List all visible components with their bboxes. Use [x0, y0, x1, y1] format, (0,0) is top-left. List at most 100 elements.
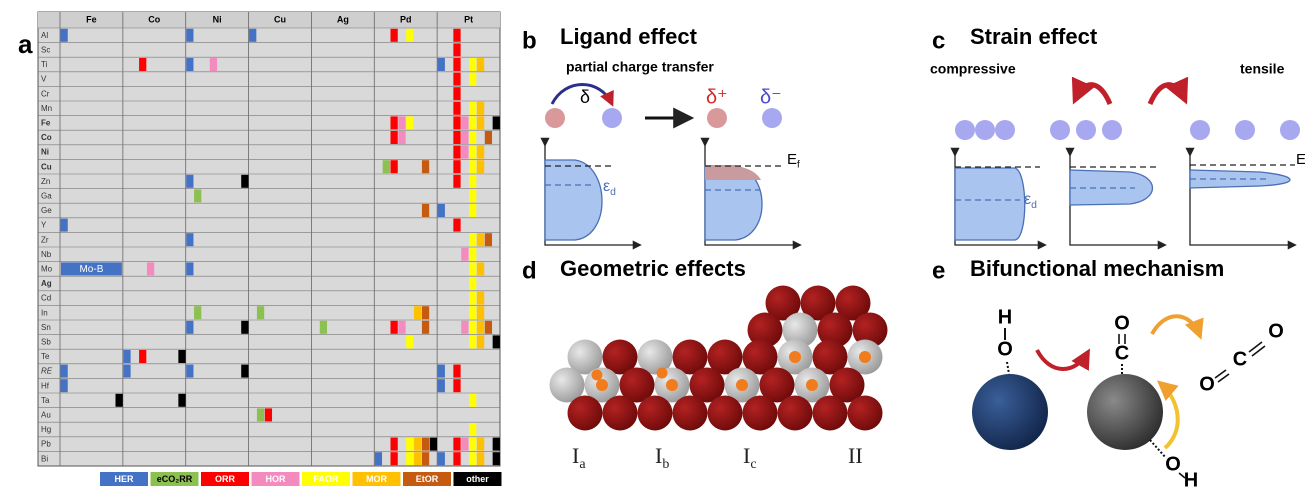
cell-mark — [469, 189, 477, 203]
epsilon-label-subscript: d — [1031, 200, 1037, 211]
cell-mark — [414, 306, 422, 320]
cell-mark — [469, 247, 477, 261]
column-header: Fe — [86, 14, 97, 24]
row-header: RE — [41, 367, 53, 376]
row-header: Nb — [41, 250, 52, 259]
cell-mark — [453, 174, 461, 188]
cell-mark — [414, 437, 422, 451]
cell-mark — [476, 262, 485, 276]
cell-mark — [406, 437, 414, 451]
metal-atom — [835, 285, 871, 321]
metal-atom — [847, 395, 883, 431]
row-header: Sb — [41, 338, 51, 347]
row-header: Sc — [41, 46, 50, 55]
cell-mark — [476, 306, 485, 320]
cell-mark — [256, 306, 265, 320]
cell-mark — [469, 174, 477, 188]
cell-mark — [429, 437, 438, 451]
row-header: Zr — [41, 235, 49, 244]
adsorbate — [789, 351, 801, 363]
cell-mark — [146, 262, 155, 276]
cell-mark — [476, 160, 485, 174]
cell-mark — [476, 233, 485, 247]
adsorbate — [656, 367, 668, 379]
panel-label: e — [932, 257, 945, 284]
cell-mark — [382, 160, 390, 174]
cell-mark — [421, 452, 430, 466]
atom — [545, 108, 565, 128]
column-header: Pd — [400, 14, 412, 24]
cell-mark — [469, 452, 477, 466]
legend-swatch — [251, 472, 300, 486]
cell-mark — [476, 437, 485, 451]
reaction-arrow — [1150, 314, 1204, 340]
bond — [1248, 341, 1263, 353]
site-label: Ib — [655, 443, 669, 472]
cell-mark — [469, 131, 477, 144]
metal-atom — [817, 312, 853, 348]
cell-mark — [476, 320, 485, 334]
fermi-label: E — [1296, 151, 1305, 168]
cell-mark — [469, 58, 477, 71]
cell-mark — [469, 335, 477, 349]
annotation-text: Mo-B — [79, 264, 103, 275]
cell-mark — [469, 160, 477, 174]
row-header: Fe — [41, 119, 51, 128]
cell-mark — [186, 233, 194, 247]
annotation-box — [61, 262, 122, 276]
metal-atom — [619, 367, 655, 403]
epsilon-label: εd — [1024, 191, 1037, 210]
metal-atom — [812, 339, 848, 375]
cell-mark — [453, 116, 461, 130]
cell-mark — [406, 452, 414, 466]
row-header: Ni — [41, 148, 49, 157]
table-header — [38, 12, 500, 28]
column-header: Co — [148, 14, 160, 24]
d-band — [954, 167, 1026, 241]
cell-mark — [492, 437, 500, 451]
metal-atom — [777, 395, 813, 431]
cell-mark — [469, 277, 477, 290]
adsorption-bond — [1006, 361, 1010, 375]
panel-label: a — [18, 29, 33, 59]
panel-label: b — [522, 27, 537, 54]
metal-atom — [567, 395, 603, 431]
site-label-subscript: b — [662, 457, 669, 472]
adsorbate — [736, 379, 748, 391]
atom — [955, 120, 975, 140]
panel-title: Geometric effects — [560, 256, 746, 281]
cell-mark — [492, 335, 500, 349]
row-header: Al — [41, 31, 48, 40]
cell-mark — [453, 218, 461, 232]
epsilon-label-subscript: d — [610, 187, 616, 198]
cell-mark — [453, 145, 461, 159]
cell-mark — [406, 116, 414, 130]
cell-mark — [115, 393, 123, 407]
panel-title: Bifunctional mechanism — [970, 256, 1224, 281]
atom — [1102, 120, 1122, 140]
row-header: Hg — [41, 425, 51, 434]
cell-mark — [492, 116, 500, 130]
atom-symbol: O — [1268, 320, 1284, 342]
second-metal-atom — [567, 339, 603, 375]
cell-mark — [186, 320, 194, 334]
atom — [1190, 120, 1210, 140]
bond — [1251, 345, 1266, 357]
site-label-subscript: a — [579, 457, 586, 472]
cell-mark — [421, 437, 430, 451]
cell-mark — [319, 320, 328, 334]
row-header: Ta — [41, 396, 50, 405]
cell-mark — [484, 131, 493, 144]
cell-mark — [484, 320, 493, 334]
site-label-symbol: I — [655, 443, 662, 468]
cell-mark — [60, 28, 68, 42]
legend-label: HER — [114, 474, 134, 484]
cell-mark — [469, 101, 477, 115]
row-header: Ag — [41, 279, 52, 288]
reaction-arrow — [1156, 380, 1180, 450]
row-header: Ga — [41, 192, 52, 201]
metal-atom — [707, 339, 743, 375]
row-header: Mn — [41, 104, 52, 113]
legend-label: MOR — [366, 474, 387, 484]
metal-atom — [742, 339, 778, 375]
